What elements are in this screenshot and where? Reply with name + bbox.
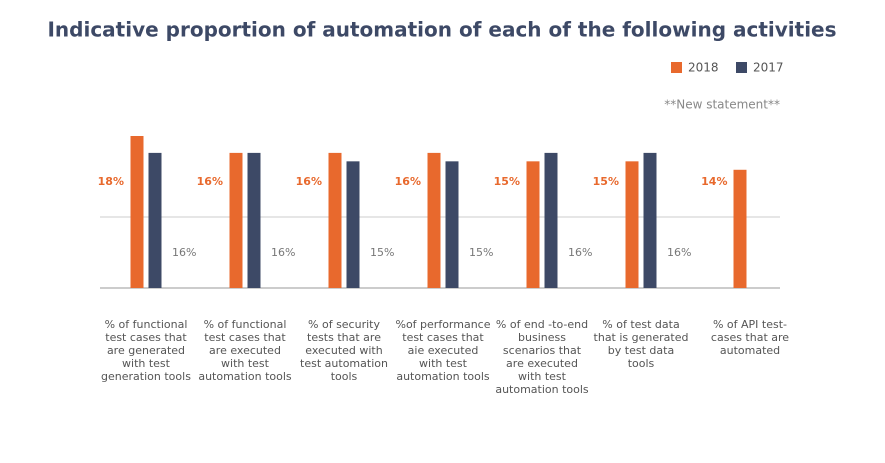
value-label: 16% [271,246,295,259]
value-label: 15% [469,246,493,259]
bar [427,152,441,288]
x-tick-label: % of API test-cases that are automated [710,318,790,357]
bar [130,136,144,288]
annotation: **New statement** [664,98,780,112]
value-label: 16% [172,246,196,259]
value-label: 16% [395,175,421,188]
legend-label: 2018 [688,61,719,75]
value-label: 15% [593,175,619,188]
x-tick-label: % of functional test cases that are gene… [101,318,191,383]
x-tick-label: % of functional test cases that are exec… [198,318,292,383]
chart-title: Indicative proportion of automation of e… [47,18,836,42]
legend-swatch [736,62,747,73]
x-tick-label: % of test data that is generated by test… [593,318,689,370]
value-label: 15% [494,175,520,188]
value-label: 15% [370,246,394,259]
value-label: 14% [701,175,727,188]
bar [733,169,747,288]
bar [346,161,360,288]
x-tick-label: % of end -to-end business scenarios that… [495,318,589,396]
bar [229,152,243,288]
legend-swatch [671,62,682,73]
bar [625,161,639,288]
bar [526,161,540,288]
value-label: 16% [296,175,322,188]
value-label: 18% [98,175,124,188]
value-label: 16% [667,246,691,259]
bar [247,152,261,288]
bar [445,161,459,288]
bar [328,152,342,288]
x-tick-label: %of performance test cases that aie exec… [395,318,491,383]
value-label: 16% [568,246,592,259]
value-label: 16% [197,175,223,188]
x-tick-label: % of security tests that are executed wi… [300,318,388,383]
bar [643,152,657,288]
bar [148,152,162,288]
bar [544,152,558,288]
legend-label: 2017 [753,61,784,75]
